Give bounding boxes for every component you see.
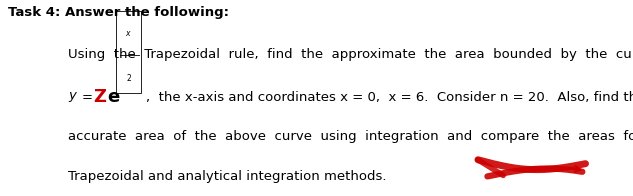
Text: Using  the  Trapezoidal  rule,  find  the  approximate  the  area  bounded  by  : Using the Trapezoidal rule, find the app… — [68, 48, 633, 61]
Text: 2: 2 — [126, 74, 131, 83]
Text: accurate  area  of  the  above  curve  using  integration  and  compare  the  ar: accurate area of the above curve using i… — [68, 130, 633, 143]
Text: Z: Z — [94, 88, 106, 106]
Text: $x$: $x$ — [125, 29, 132, 38]
Text: e: e — [108, 88, 120, 106]
Text: Trapezoidal and analytical integration methods.: Trapezoidal and analytical integration m… — [68, 170, 387, 183]
Text: $y$: $y$ — [68, 90, 78, 104]
Text: ,  the x-axis and coordinates x = 0,  x = 6.  Consider n = 20.  Also, find the: , the x-axis and coordinates x = 0, x = … — [146, 91, 633, 103]
Text: Task 4: Answer the following:: Task 4: Answer the following: — [8, 6, 229, 19]
Text: =: = — [82, 91, 97, 103]
